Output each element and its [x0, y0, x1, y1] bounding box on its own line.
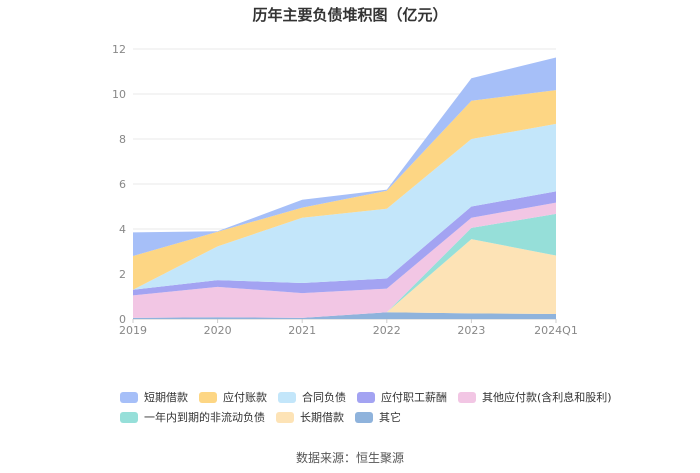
legend-swatch [278, 391, 296, 403]
x-tick-label: 2024Q1 [534, 324, 578, 337]
legend-swatch [276, 411, 294, 423]
legend-label: 应付账款 [223, 391, 267, 404]
legend-label: 应付职工薪酬 [381, 391, 447, 404]
area-一年内到期的非流动负债 [133, 213, 556, 318]
x-tick-label: 2021 [288, 324, 316, 337]
legend-swatch [458, 391, 476, 403]
legend-label: 一年内到期的非流动负债 [144, 411, 265, 424]
legend-row-1: 短期借款 应付账款 合同负债 应付职工薪酬 其他应付款(含利息和股利) [120, 387, 612, 407]
chart-title: 历年主要负债堆积图（亿元） [252, 6, 448, 24]
legend-label: 长期借款 [300, 411, 344, 424]
area-其它 [133, 312, 556, 319]
area-series [133, 57, 556, 319]
legend-label: 合同负债 [302, 391, 346, 404]
legend-swatch [357, 391, 375, 403]
y-tick-label: 10 [112, 88, 126, 101]
legend-label: 其他应付款(含利息和股利) [482, 391, 612, 404]
area-长期借款 [133, 239, 556, 318]
legend-swatch [120, 391, 138, 403]
legend-item[interactable]: 一年内到期的非流动负债 [120, 409, 265, 425]
legend-item[interactable]: 应付职工薪酬 [357, 389, 447, 405]
legend-item[interactable]: 短期借款 [120, 389, 188, 405]
y-tick-label: 8 [119, 133, 126, 146]
area-合同负债 [133, 123, 556, 290]
legend-item[interactable]: 其他应付款(含利息和股利) [458, 389, 612, 405]
area-短期借款 [133, 57, 556, 256]
legend: 短期借款 应付账款 合同负债 应付职工薪酬 其他应付款(含利息和股利) 一年内到… [120, 387, 612, 427]
legend-swatch [199, 391, 217, 403]
x-tick-label: 2019 [119, 324, 147, 337]
legend-item[interactable]: 应付账款 [199, 389, 267, 405]
y-tick-label: 12 [112, 43, 126, 56]
x-tick-labels: 2019 2020 2021 2022 2023 2024Q1 [119, 319, 578, 337]
y-tick-label: 0 [119, 313, 126, 326]
legend-swatch [355, 411, 373, 423]
x-tick-label: 2022 [373, 324, 401, 337]
legend-swatch [120, 411, 138, 423]
x-tick-label: 2023 [457, 324, 485, 337]
area-其他应付款(含利息和股利) [133, 202, 556, 318]
area-应付账款 [133, 90, 556, 290]
legend-item[interactable]: 长期借款 [276, 409, 344, 425]
legend-item[interactable]: 合同负债 [278, 389, 346, 405]
legend-row-2: 一年内到期的非流动负债 长期借款 其它 [120, 407, 600, 427]
area-应付职工薪酬 [133, 191, 556, 296]
y-tick-label: 6 [119, 178, 126, 191]
legend-label: 短期借款 [144, 391, 188, 404]
data-source: 数据来源：恒生聚源 [295, 451, 404, 465]
y-tick-label: 2 [119, 268, 126, 281]
legend-item[interactable]: 其它 [355, 409, 401, 425]
stacked-area-chart: 0 2 4 6 8 10 12 2019 2020 2021 2022 2023 2024Q1 [112, 43, 578, 337]
y-tick-labels: 0 2 4 6 8 10 12 [112, 43, 126, 326]
y-tick-label: 4 [119, 223, 126, 236]
x-tick-label: 2020 [204, 324, 232, 337]
legend-label: 其它 [379, 411, 401, 424]
